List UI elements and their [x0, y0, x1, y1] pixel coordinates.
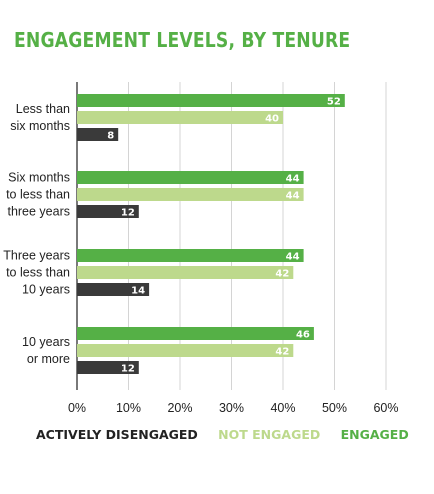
- category-label: Three years to less than 10 years: [3, 249, 70, 297]
- category-label-line: six months: [10, 119, 70, 133]
- x-tick-label: 30%: [219, 401, 244, 415]
- data-label: 12: [121, 208, 135, 219]
- x-tick-label: 40%: [270, 401, 295, 415]
- bar-not-engaged: [77, 188, 304, 201]
- data-label: 44: [286, 174, 300, 185]
- bar-not-engaged: [77, 111, 283, 124]
- bar-engaged: [77, 94, 345, 107]
- bar-not-engaged: [77, 344, 294, 357]
- data-label: 14: [131, 286, 145, 297]
- data-label: 40: [265, 114, 279, 125]
- data-label: 44: [286, 252, 300, 263]
- data-label: 44: [286, 191, 300, 202]
- category-label-line: three years: [7, 205, 70, 219]
- bar-actively-disengaged: [77, 128, 119, 141]
- category-label: 10 years or more: [22, 335, 70, 366]
- category-label-line: to less than: [6, 266, 70, 280]
- data-label: 12: [121, 364, 135, 375]
- bar-not-engaged: [77, 266, 294, 279]
- x-tick-label: 10%: [116, 401, 141, 415]
- data-label: 42: [275, 269, 289, 280]
- chart-legend: ACTIVELY DISENGAGED NOT ENGAGED ENGAGED: [36, 427, 426, 442]
- data-label: 42: [275, 347, 289, 358]
- chart-title: ENGAGEMENT LEVELS, BY TENURE: [14, 28, 351, 52]
- category-label-line: Less than: [16, 102, 70, 116]
- x-tick-label: 20%: [167, 401, 192, 415]
- legend-item-not-engaged: NOT ENGAGED: [218, 427, 321, 442]
- category-label-line: Three years: [3, 249, 70, 263]
- bar-engaged: [77, 171, 304, 184]
- category-label-line: to less than: [6, 188, 70, 202]
- x-tick-label: 0%: [68, 401, 86, 415]
- data-label: 46: [296, 330, 310, 341]
- bar-actively-disengaged: [77, 283, 150, 296]
- bar-actively-disengaged: [77, 205, 139, 218]
- bar-engaged: [77, 327, 314, 340]
- category-label: Six months to less than three years: [6, 171, 70, 219]
- category-label: Less than six months: [10, 102, 70, 133]
- legend-item-actively-disengaged: ACTIVELY DISENGAGED: [36, 427, 198, 442]
- category-label-line: 10 years: [22, 335, 70, 349]
- legend-item-engaged: ENGAGED: [340, 427, 409, 442]
- x-tick-label: 50%: [322, 401, 347, 415]
- bar-engaged: [77, 249, 304, 262]
- category-label-line: 10 years: [22, 283, 70, 297]
- x-tick-label: 60%: [373, 401, 398, 415]
- data-label: 52: [327, 97, 341, 108]
- category-label-line: or more: [27, 352, 70, 366]
- bar-actively-disengaged: [77, 361, 139, 374]
- data-label: 8: [107, 131, 114, 142]
- category-label-line: Six months: [8, 171, 70, 185]
